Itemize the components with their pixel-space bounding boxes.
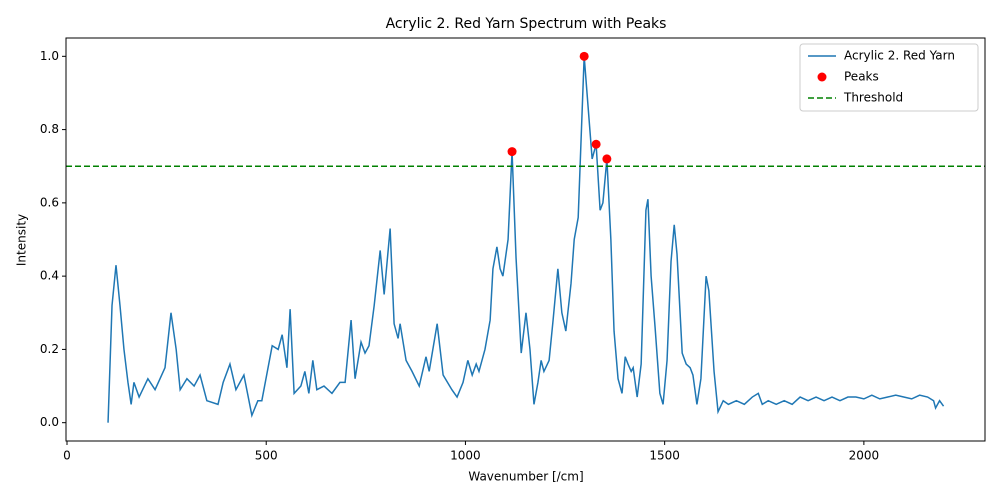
x-tick-label: 2000 xyxy=(849,449,880,463)
spectrum-line xyxy=(107,56,945,423)
peak-point xyxy=(591,139,601,149)
peak-point xyxy=(602,154,612,164)
chart-title: Acrylic 2. Red Yarn Spectrum with Peaks xyxy=(386,16,667,32)
x-tick-label: 1500 xyxy=(649,449,680,463)
y-axis-label: Intensity xyxy=(15,214,29,266)
plot-frame xyxy=(65,37,986,442)
peak-point xyxy=(579,51,589,61)
x-tick-label: 500 xyxy=(255,449,278,463)
legend-marker xyxy=(817,72,827,82)
legend-label: Acrylic 2. Red Yarn xyxy=(844,49,955,63)
legend-label: Threshold xyxy=(843,91,903,105)
y-tick-label: 0.6 xyxy=(40,195,59,209)
y-tick-label: 0.2 xyxy=(40,342,59,356)
y-tick-label: 0.4 xyxy=(40,269,59,283)
x-tick-label: 0 xyxy=(63,449,71,463)
y-tick-label: 1.0 xyxy=(40,49,59,63)
y-tick-label: 0.0 xyxy=(40,415,59,429)
x-axis-label: Wavenumber [/cm] xyxy=(468,470,583,484)
legend-box xyxy=(799,43,979,112)
peak-point xyxy=(507,147,517,157)
legend-label: Peaks xyxy=(844,70,879,84)
x-tick-label: 1000 xyxy=(450,449,481,463)
y-tick-label: 0.8 xyxy=(40,122,59,136)
